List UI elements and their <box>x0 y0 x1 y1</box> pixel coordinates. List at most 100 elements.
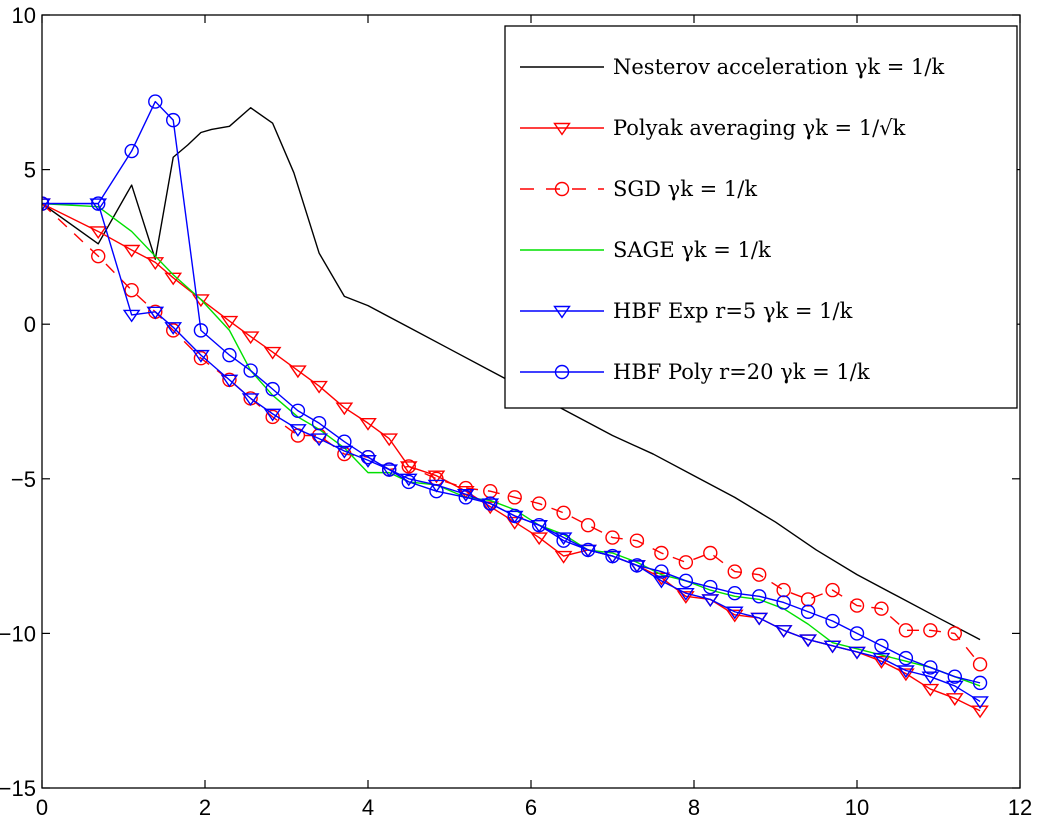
data-point <box>360 449 376 465</box>
data-point <box>456 489 475 502</box>
data-point <box>220 315 239 329</box>
data-point <box>677 588 695 601</box>
data-point <box>923 623 938 638</box>
data-point <box>166 112 181 128</box>
data-point <box>146 306 165 320</box>
data-point <box>530 519 548 533</box>
y-tick-label: 5 <box>24 158 36 183</box>
data-point <box>848 646 866 660</box>
data-point <box>703 579 718 595</box>
data-point <box>192 349 210 363</box>
legend-label: SAGE γk = 1/k <box>613 238 771 262</box>
data-point <box>823 640 842 654</box>
data-point <box>241 393 260 407</box>
data-point <box>800 604 816 619</box>
data-point <box>654 545 669 561</box>
legend-item: HBF Poly r=20 γk = 1/k <box>520 360 870 384</box>
data-point <box>481 498 500 512</box>
x-tick-label: 6 <box>525 795 537 820</box>
data-point <box>556 533 571 548</box>
data-point <box>605 548 620 564</box>
data-point <box>701 594 720 607</box>
data-point <box>310 433 328 447</box>
data-point <box>91 248 106 264</box>
data-point <box>923 660 938 675</box>
data-point <box>897 665 915 679</box>
data-point <box>677 591 695 604</box>
data-point <box>505 516 524 530</box>
data-point <box>42 198 51 212</box>
series-line <box>42 202 981 687</box>
legend-marker <box>553 122 571 136</box>
data-point <box>124 143 139 159</box>
data-point <box>531 517 547 533</box>
data-point <box>265 381 280 397</box>
data-point <box>507 508 522 524</box>
data-point <box>243 363 258 378</box>
data-point <box>531 496 547 511</box>
data-point <box>429 483 444 499</box>
x-tick-label: 10 <box>845 795 869 820</box>
data-point <box>629 558 645 573</box>
data-point <box>265 409 280 425</box>
legend-box <box>504 25 1018 409</box>
data-point <box>945 693 964 706</box>
data-point <box>193 323 209 338</box>
data-point <box>507 490 522 505</box>
series-line <box>42 100 981 684</box>
data-point <box>89 198 108 212</box>
data-point <box>947 669 962 684</box>
legend-label: HBF Poly r=20 γk = 1/k <box>613 360 870 384</box>
data-point <box>580 542 596 558</box>
legend-item: Polyak averaging γk = 1/√k <box>520 116 906 140</box>
legend-label: Polyak averaging γk = 1/√k <box>613 116 906 140</box>
data-point <box>654 564 669 579</box>
data-point <box>124 282 139 298</box>
data-point <box>263 408 282 422</box>
legend: Nesterov acceleration γk = 1/k Polyak ave… <box>504 25 1018 409</box>
data-point <box>874 638 889 653</box>
data-point <box>89 226 108 240</box>
data-point <box>42 196 50 211</box>
data-point <box>678 555 694 570</box>
legend-label: HBF Exp r=5 γk = 1/k <box>613 299 853 323</box>
legend-item: SAGE γk = 1/k <box>520 238 771 262</box>
data-point <box>481 501 500 515</box>
legend-marker <box>553 305 571 319</box>
data-point <box>750 612 769 626</box>
data-point <box>652 575 671 589</box>
data-point <box>725 609 744 623</box>
data-point <box>401 459 416 474</box>
data-point <box>359 455 377 468</box>
data-point <box>289 424 307 437</box>
data-point <box>241 331 260 345</box>
data-point <box>752 589 767 604</box>
series-layer <box>42 94 989 719</box>
data-point <box>122 309 141 323</box>
y-tick-label: 0 <box>24 312 36 337</box>
data-point <box>921 683 940 697</box>
data-point <box>825 613 840 629</box>
data-point <box>703 545 718 561</box>
x-tick-label: 0 <box>36 795 48 820</box>
axes-layer: 0 2 4 6 8 10 12 10 5 0 −5 −10 −15 <box>0 3 1032 820</box>
legend-marker <box>554 181 570 197</box>
data-point <box>678 573 694 589</box>
data-point <box>380 433 399 447</box>
data-point <box>148 94 163 109</box>
data-point <box>872 656 891 669</box>
data-point <box>849 626 865 641</box>
data-point <box>146 257 165 270</box>
y-tick-label: −5 <box>11 467 36 492</box>
data-point <box>580 517 596 533</box>
x-tick-label: 4 <box>362 795 374 820</box>
series-nesterov-acceleration-k-1-k <box>42 107 981 641</box>
data-point <box>556 505 571 521</box>
data-point <box>311 415 327 431</box>
series-sage-k-1-k <box>42 202 981 687</box>
data-point <box>220 374 239 388</box>
data-point <box>335 445 354 459</box>
data-point <box>874 601 889 616</box>
data-point <box>381 462 397 477</box>
